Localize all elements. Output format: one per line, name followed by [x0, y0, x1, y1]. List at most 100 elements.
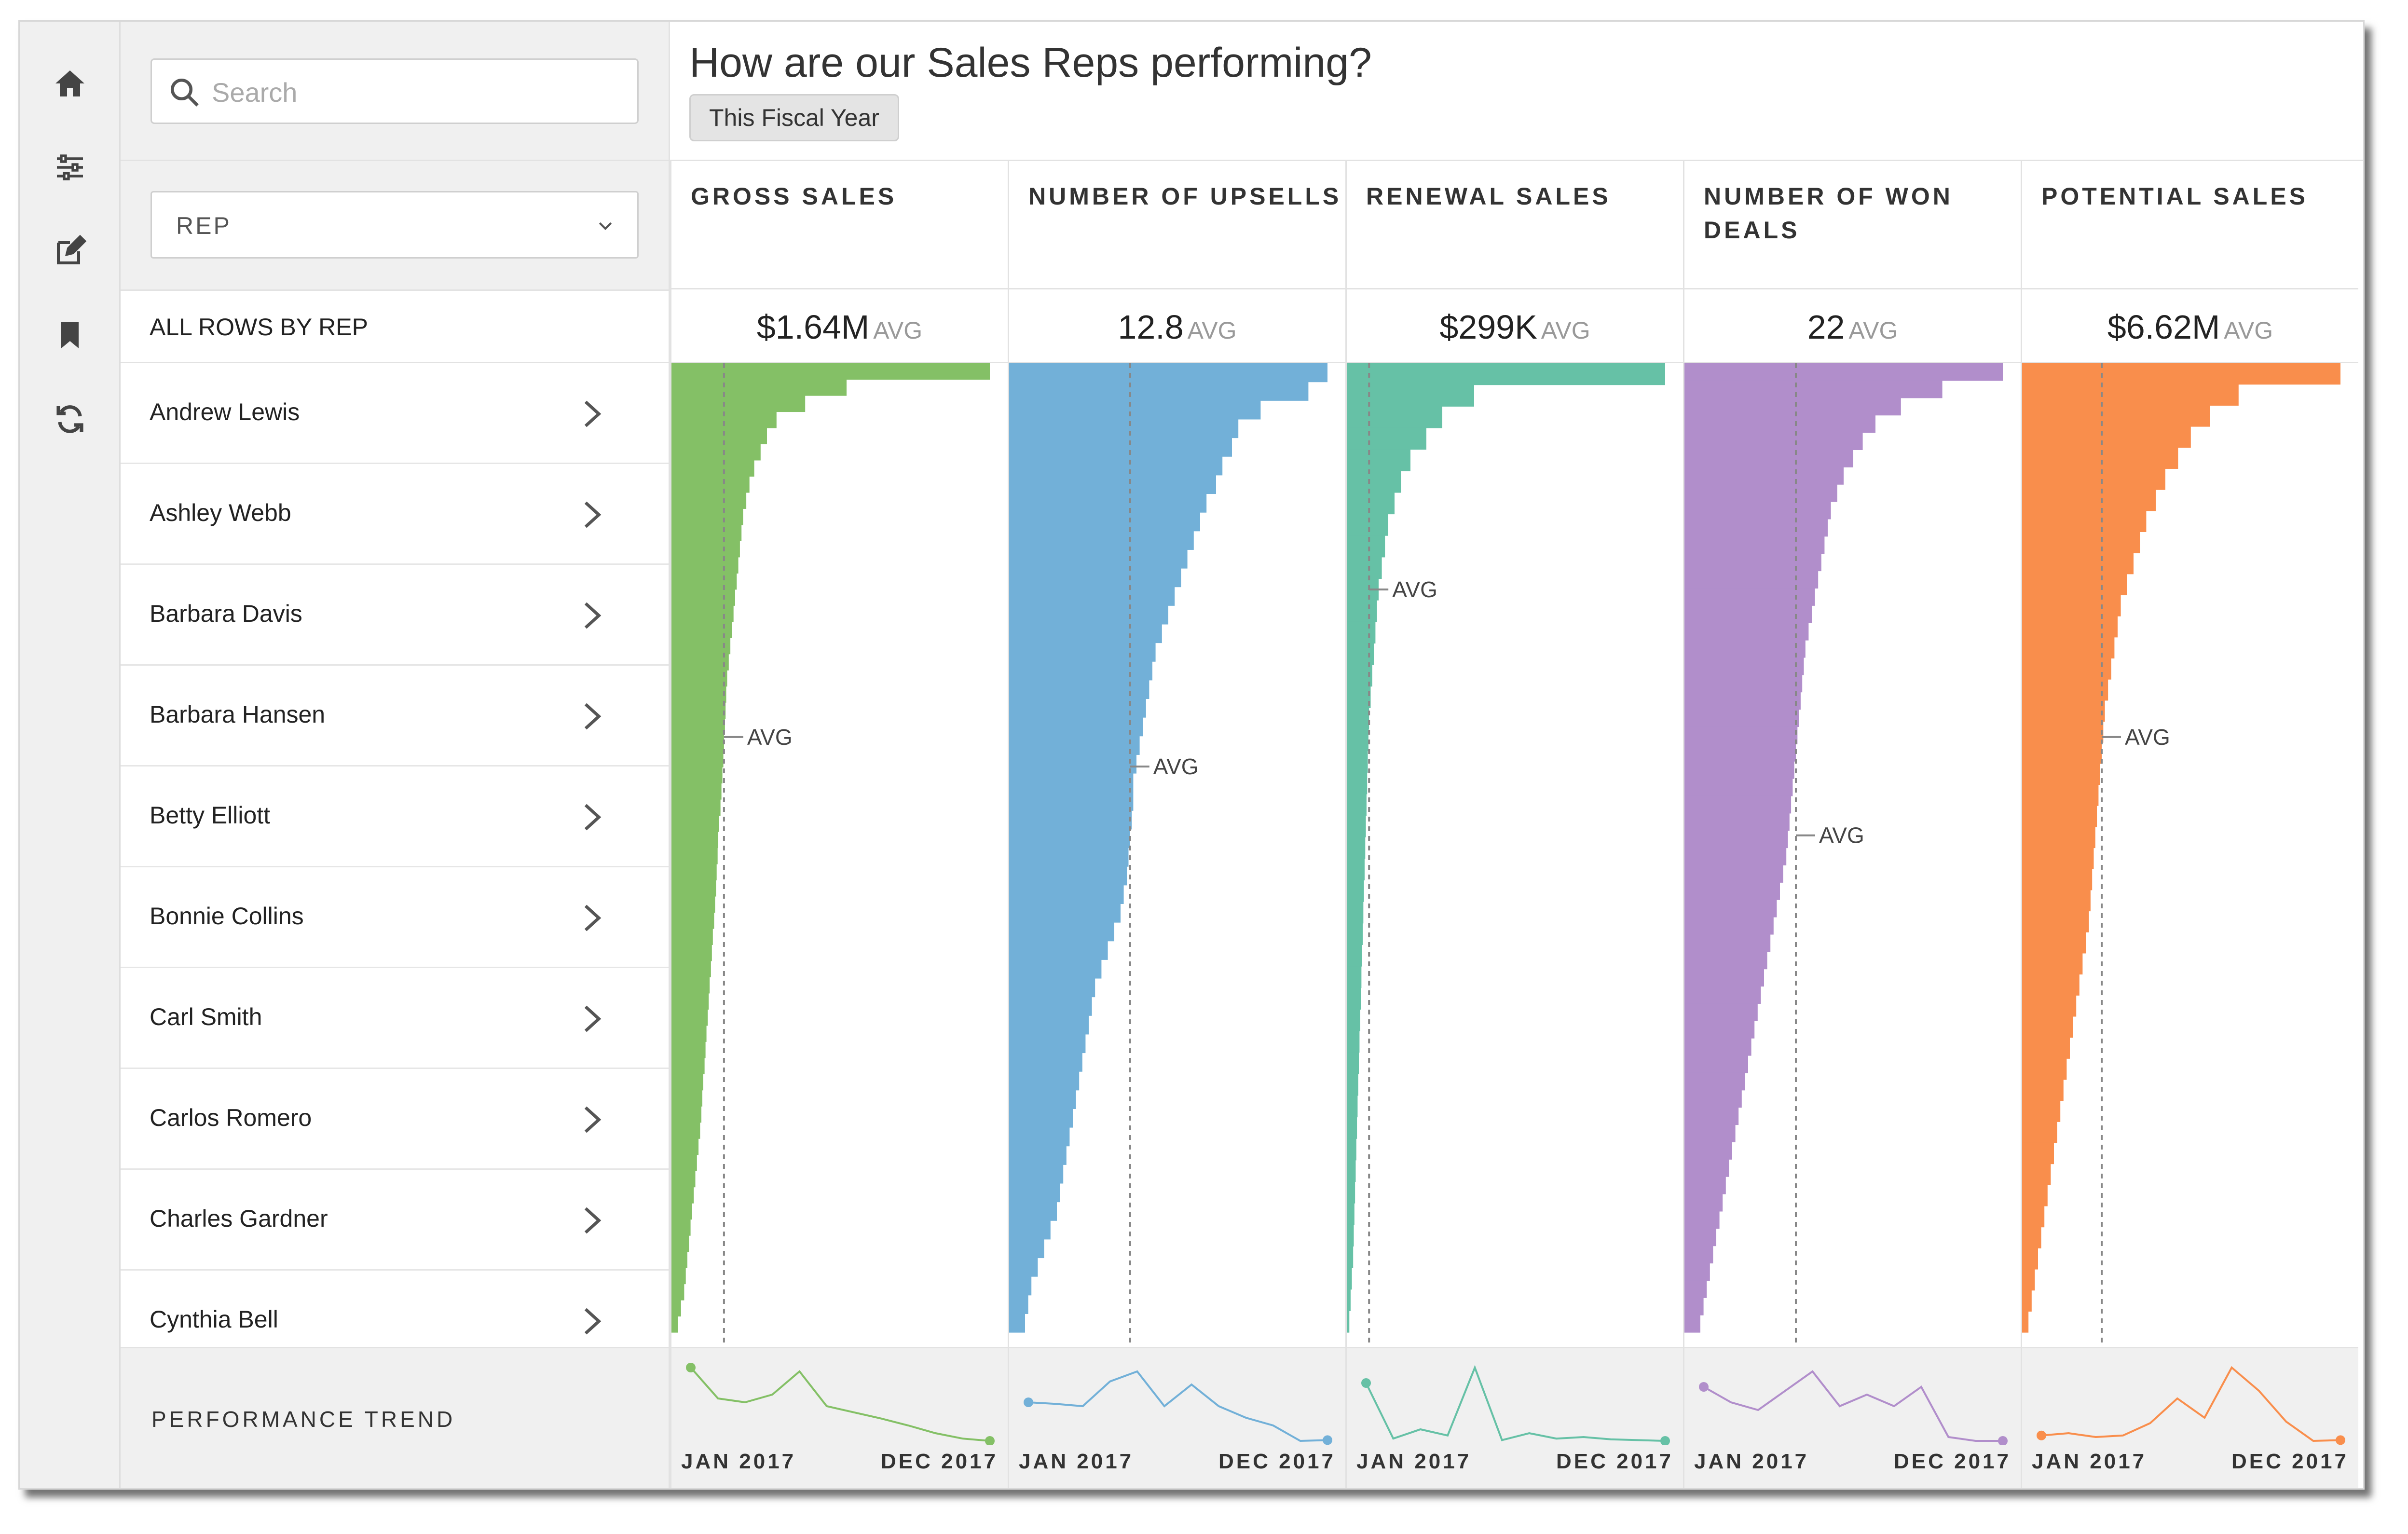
bar[interactable]: [2022, 468, 2165, 490]
chevron-right-icon[interactable]: [581, 902, 605, 934]
bar[interactable]: [1684, 917, 1774, 935]
bar[interactable]: [671, 1074, 703, 1091]
bar[interactable]: [671, 541, 740, 558]
bar[interactable]: [671, 735, 724, 752]
bar[interactable]: [671, 1009, 708, 1026]
bar[interactable]: [1684, 692, 1801, 710]
bar[interactable]: [671, 1284, 684, 1301]
bar[interactable]: [1009, 587, 1175, 606]
bar[interactable]: [1684, 795, 1792, 814]
trend-start-point[interactable]: [1024, 1397, 1033, 1407]
bar[interactable]: [1009, 1090, 1076, 1109]
trend-end-point[interactable]: [1323, 1435, 1332, 1445]
bar[interactable]: [671, 573, 737, 590]
bar[interactable]: [671, 1090, 703, 1107]
bar[interactable]: [2022, 700, 2105, 722]
bar[interactable]: [671, 848, 718, 864]
bar[interactable]: [671, 1316, 678, 1333]
bar[interactable]: [1009, 400, 1261, 420]
bar[interactable]: [1347, 1074, 1358, 1096]
bar[interactable]: [1684, 882, 1780, 900]
bar[interactable]: [1009, 792, 1134, 811]
bar[interactable]: [1347, 1311, 1350, 1333]
bar[interactable]: [1009, 419, 1239, 438]
bar[interactable]: [1684, 605, 1812, 623]
trend-end-point[interactable]: [1660, 1436, 1670, 1445]
search-box[interactable]: [150, 58, 639, 124]
bar[interactable]: [1684, 1021, 1755, 1039]
bar[interactable]: [671, 1219, 691, 1236]
bar[interactable]: [1684, 1159, 1729, 1177]
bar[interactable]: [1347, 1224, 1354, 1247]
bar[interactable]: [1684, 1194, 1723, 1212]
bar[interactable]: [1684, 779, 1793, 796]
bar[interactable]: [1009, 699, 1146, 718]
bar[interactable]: [671, 1300, 681, 1317]
bar[interactable]: [1684, 432, 1863, 450]
bar[interactable]: [2022, 595, 2121, 616]
bar[interactable]: [2022, 1227, 2041, 1248]
bar[interactable]: [1009, 941, 1108, 960]
bar[interactable]: [2022, 784, 2099, 806]
bar[interactable]: [1684, 951, 1767, 970]
bar[interactable]: [1684, 1072, 1745, 1091]
bar[interactable]: [2022, 384, 2239, 406]
bar[interactable]: [671, 960, 711, 977]
bar[interactable]: [2022, 426, 2191, 448]
bar[interactable]: [1347, 729, 1368, 752]
bar[interactable]: [1684, 1177, 1726, 1194]
bar[interactable]: [2022, 490, 2156, 511]
bar[interactable]: [1347, 1181, 1355, 1204]
bar[interactable]: [2022, 1058, 2067, 1080]
bar[interactable]: [1684, 536, 1825, 554]
bar[interactable]: [1009, 624, 1162, 644]
bar[interactable]: [1684, 744, 1796, 762]
bar[interactable]: [1347, 880, 1364, 902]
chevron-right-icon[interactable]: [581, 1104, 605, 1136]
bar[interactable]: [1684, 726, 1798, 744]
bar[interactable]: [2022, 1290, 2032, 1312]
metric-header[interactable]: RENEWAL SALES: [1347, 161, 1683, 289]
bar[interactable]: [1009, 1034, 1086, 1054]
all-rows-header[interactable]: ALL ROWS BY REP: [121, 291, 669, 363]
bar[interactable]: [671, 815, 719, 832]
bar[interactable]: [671, 1041, 706, 1058]
bar[interactable]: [1009, 438, 1232, 457]
refresh-icon[interactable]: [53, 402, 87, 437]
bar[interactable]: [1347, 686, 1371, 708]
bar[interactable]: [1347, 1052, 1359, 1074]
bar[interactable]: [1684, 502, 1831, 520]
bar[interactable]: [1684, 380, 1943, 398]
bar[interactable]: [2022, 1164, 2051, 1185]
bar[interactable]: [1684, 1263, 1710, 1281]
bar[interactable]: [1684, 969, 1764, 987]
bar[interactable]: [1009, 1220, 1051, 1240]
trend-end-point[interactable]: [1998, 1436, 2008, 1445]
bar[interactable]: [1009, 1258, 1038, 1277]
bar[interactable]: [1684, 1298, 1704, 1315]
bar[interactable]: [1684, 519, 1828, 537]
bar[interactable]: [671, 1057, 705, 1074]
bar[interactable]: [1684, 1142, 1732, 1160]
rep-row[interactable]: Betty Elliott: [121, 767, 669, 867]
bar[interactable]: [1009, 1127, 1070, 1147]
bar[interactable]: [1347, 406, 1442, 428]
metric-header[interactable]: NUMBER OF UPSELLS: [1009, 161, 1345, 289]
bar[interactable]: [1684, 623, 1809, 641]
bar[interactable]: [1684, 467, 1844, 485]
bar[interactable]: [1684, 1228, 1716, 1246]
bar[interactable]: [2022, 1205, 2045, 1228]
bar[interactable]: [2022, 553, 2134, 575]
bar[interactable]: [1009, 475, 1216, 494]
bar[interactable]: [1684, 674, 1803, 693]
bar[interactable]: [1009, 1314, 1025, 1333]
bar[interactable]: [671, 1154, 697, 1171]
bar[interactable]: [1684, 848, 1787, 865]
bar[interactable]: [671, 621, 732, 638]
home-icon[interactable]: [53, 66, 87, 101]
bar[interactable]: [1684, 761, 1794, 779]
bar[interactable]: [671, 928, 713, 945]
bar[interactable]: [2022, 1269, 2035, 1291]
bar[interactable]: [1009, 866, 1127, 886]
bar[interactable]: [1347, 1138, 1356, 1161]
